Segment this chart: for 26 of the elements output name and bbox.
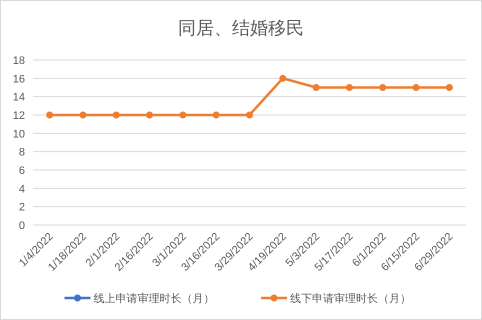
point bbox=[312, 84, 320, 91]
point bbox=[279, 74, 286, 82]
y-tick-label: 16 bbox=[12, 73, 25, 86]
point bbox=[446, 84, 453, 91]
y-tick-label: 18 bbox=[12, 55, 25, 67]
point bbox=[212, 112, 220, 118]
y-tick-label: 12 bbox=[12, 110, 25, 122]
y-tick-label: 8 bbox=[18, 146, 25, 159]
point bbox=[46, 112, 54, 118]
y-tick-label: 14 bbox=[12, 92, 25, 104]
legend-label: 线上申请审理时长（月） bbox=[94, 292, 214, 305]
y-tick-label: 0 bbox=[18, 220, 25, 232]
point bbox=[112, 112, 120, 118]
point bbox=[179, 112, 186, 118]
y-tick-label: 6 bbox=[18, 165, 25, 177]
y-tick-label: 4 bbox=[18, 183, 25, 196]
y-tick-label: 2 bbox=[18, 202, 25, 214]
point bbox=[79, 112, 86, 118]
point bbox=[246, 112, 253, 118]
point bbox=[412, 84, 420, 91]
legend-label: 线下申请审理时长（月） bbox=[290, 292, 411, 305]
chart-title: 同居、结婚移民 bbox=[178, 18, 304, 38]
y-tick-label: 10 bbox=[12, 128, 25, 140]
point bbox=[146, 112, 154, 118]
point bbox=[346, 84, 353, 91]
point bbox=[379, 84, 386, 91]
